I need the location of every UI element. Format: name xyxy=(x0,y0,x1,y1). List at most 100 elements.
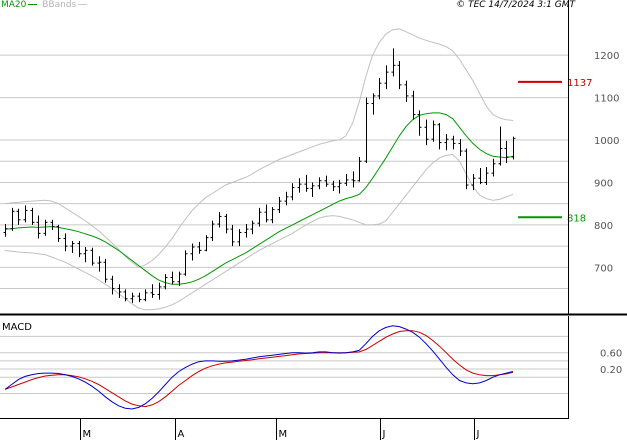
macd-line xyxy=(4,325,514,410)
ohlc-bar xyxy=(143,289,148,302)
ohlc-bar xyxy=(244,224,249,238)
macd-ytick-label: 0.60 xyxy=(600,349,622,360)
ohlc-bar xyxy=(157,282,162,300)
ohlc-bar xyxy=(270,207,275,224)
ohlc-bar xyxy=(357,157,362,182)
price-ytick-label: 1200 xyxy=(594,51,619,62)
ohlc-bar xyxy=(63,233,68,252)
ohlc-bar xyxy=(317,177,322,190)
ohlc-bar xyxy=(344,173,349,186)
ohlc-bar xyxy=(217,212,222,228)
ohlc-bar xyxy=(237,229,242,247)
price-chart-panel: 1200 1100 1000 900 800 700 1137 818 xyxy=(0,0,627,316)
ohlc-bar xyxy=(324,175,329,187)
ohlc-bar xyxy=(36,215,41,239)
ohlc-bar xyxy=(43,219,48,236)
xaxis-tick-label: M xyxy=(83,429,92,440)
support-level-label: 818 xyxy=(567,213,586,224)
ohlc-bar xyxy=(264,204,269,223)
price-ytick-label: 700 xyxy=(594,263,613,274)
ohlc-bar xyxy=(431,120,436,142)
ohlc-bar xyxy=(16,208,21,225)
ohlc-bar xyxy=(137,292,142,303)
ohlc-bar xyxy=(90,247,95,266)
price-ytick-label: 1000 xyxy=(594,136,619,147)
legend-ma20-swatch xyxy=(28,4,38,5)
ohlc-bar xyxy=(210,220,215,242)
ohlc-bar xyxy=(397,61,402,90)
ohlc-bar xyxy=(411,90,416,120)
price-ytick-label: 900 xyxy=(594,178,613,189)
ohlc-bar xyxy=(110,275,115,295)
ohlc-bar xyxy=(170,271,175,285)
ohlc-bar xyxy=(364,97,369,163)
ohlc-bar xyxy=(491,158,496,177)
ohlc-bar xyxy=(230,224,235,247)
ohlc-bar xyxy=(310,182,315,197)
ohlc-bar xyxy=(150,284,155,298)
price-ytick-label: 800 xyxy=(594,221,613,232)
bbands-lower-line xyxy=(4,153,514,311)
ohlc-bar xyxy=(284,191,289,206)
ohlc-bar xyxy=(391,48,396,77)
ohlc-bar xyxy=(451,135,456,150)
ma20-line xyxy=(4,112,514,285)
legend-bbands-swatch xyxy=(78,4,88,5)
macd-title: MACD xyxy=(2,322,32,333)
ohlc-bar xyxy=(103,258,108,283)
ohlc-bar xyxy=(250,220,255,235)
ohlc-bar xyxy=(464,148,469,190)
ohlc-bar xyxy=(471,173,476,191)
ohlc-bar xyxy=(371,93,376,115)
ohlc-bar xyxy=(444,134,449,151)
ohlc-bar xyxy=(123,289,128,302)
ohlc-bar xyxy=(204,235,209,252)
xaxis-tick-label: J xyxy=(476,429,480,440)
ohlc-bar xyxy=(183,250,188,276)
ohlc-bar xyxy=(50,219,55,230)
xaxis-tick-label: J xyxy=(382,429,386,440)
ohlc-bar xyxy=(197,241,202,254)
ohlc-bar xyxy=(511,136,516,160)
xaxis-tick-label: A xyxy=(178,429,185,440)
ohlc-bar xyxy=(384,65,389,90)
ohlc-bar xyxy=(417,110,422,136)
ohlc-bar xyxy=(117,284,122,298)
bbands-upper-line xyxy=(4,28,514,268)
ohlc-bar xyxy=(190,243,195,261)
ohlc-bar xyxy=(377,78,382,100)
resistance-level-label: 1137 xyxy=(567,78,592,89)
ohlc-bar xyxy=(77,241,82,258)
ohlc-bar xyxy=(97,256,102,272)
ohlc-bar xyxy=(277,196,282,214)
ohlc-bar xyxy=(351,171,356,188)
ohlc-bar xyxy=(10,207,15,231)
ohlc-bar xyxy=(504,140,509,163)
ohlc-bar xyxy=(163,274,168,290)
ohlc-bar xyxy=(30,207,35,225)
ohlc-bar xyxy=(458,139,463,157)
copyright-timestamp: © TEC 14/7/2024 3:1 GMT xyxy=(456,0,575,10)
macd-chart-panel: 0.60 0.20 MACD M A M J J xyxy=(0,316,622,440)
ohlc-bar xyxy=(424,119,429,146)
ohlc-bar xyxy=(177,271,182,286)
macd-ytick-label: 0.20 xyxy=(600,365,622,376)
legend-bbands: BBands xyxy=(42,0,77,10)
ohlc-bar xyxy=(484,167,489,186)
price-ytick-label: 1100 xyxy=(594,94,619,105)
chart-legend: MA20 BBands xyxy=(1,0,89,10)
ohlc-bar xyxy=(290,183,295,201)
ohlc-bar xyxy=(224,213,229,234)
ohlc-bar xyxy=(257,207,262,227)
ohlc-bar xyxy=(56,224,61,242)
ohlc-bar xyxy=(437,123,442,150)
ohlc-bar xyxy=(478,168,483,185)
legend-ma20: MA20 xyxy=(1,0,27,10)
ohlc-bar xyxy=(70,241,75,253)
ohlc-bar xyxy=(83,246,88,263)
ohlc-bar xyxy=(498,126,503,166)
ohlc-bar xyxy=(130,292,135,303)
macd-signal-line xyxy=(4,330,514,408)
ohlc-bar xyxy=(297,178,302,193)
ohlc-bar xyxy=(331,180,336,191)
